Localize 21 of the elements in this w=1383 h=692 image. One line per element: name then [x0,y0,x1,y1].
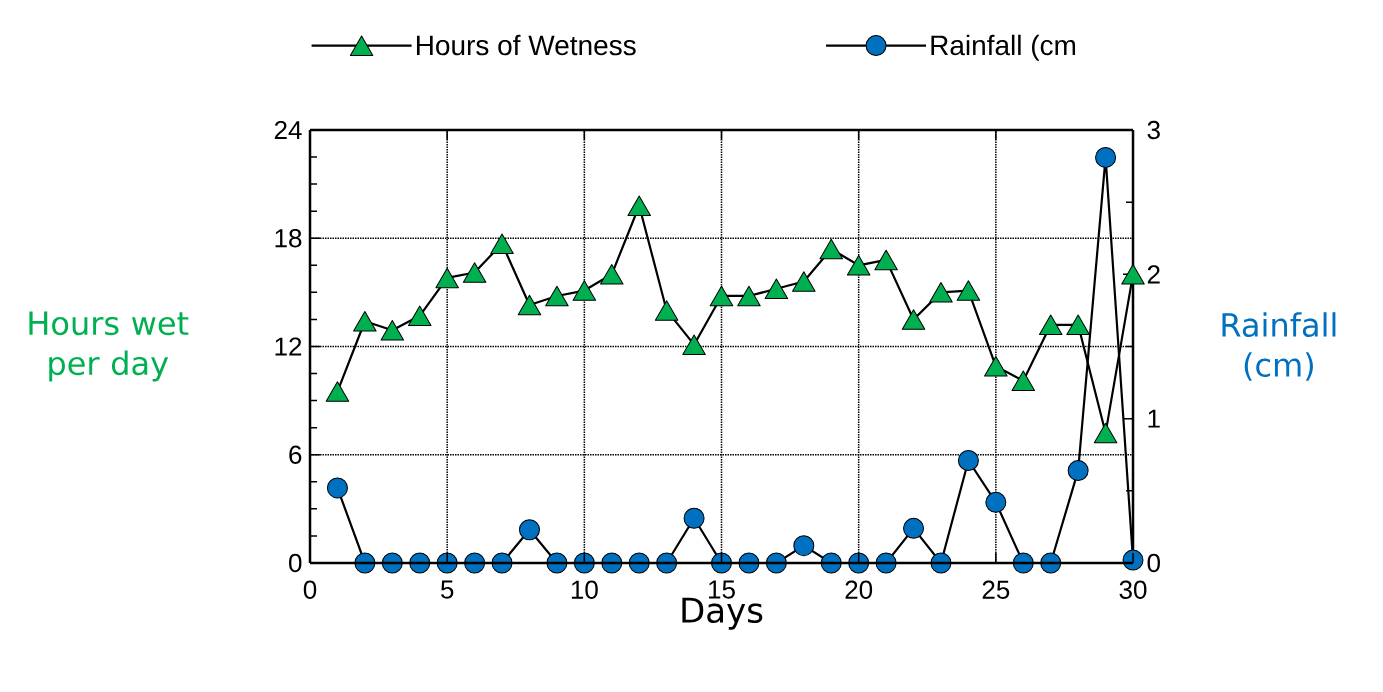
y-tick-label: 24 [274,120,302,140]
x-tick-label: 15 [709,580,735,599]
y2-tick-label: 2 [1147,265,1160,284]
x-tick-label: 5 [440,580,454,599]
y2-tick-label: 0 [1147,553,1160,573]
legend-label: Hours of Wetness [416,34,636,56]
y2-tick-label: 1 [1148,409,1160,428]
y-tick-label: 12 [275,337,302,356]
y-tick-label: 18 [275,229,302,248]
y-tick-label: 6 [289,445,302,464]
y-tick-label: 0 [289,553,302,573]
y2-tick-label: 3 [1147,120,1160,140]
x-tick-label: 20 [845,580,873,599]
x-tick-label: 10 [571,580,598,599]
y-axis-title: Hours wet per day [29,311,189,382]
x-axis-title: Days [682,597,763,630]
x-tick-label: 25 [982,580,1010,599]
y2-axis-title: Rainfall (cm) [1222,312,1336,381]
legend-label: Rainfall (cm [931,34,1076,61]
x-tick-label: 0 [303,580,317,599]
x-tick-label: 30 [1119,580,1147,599]
